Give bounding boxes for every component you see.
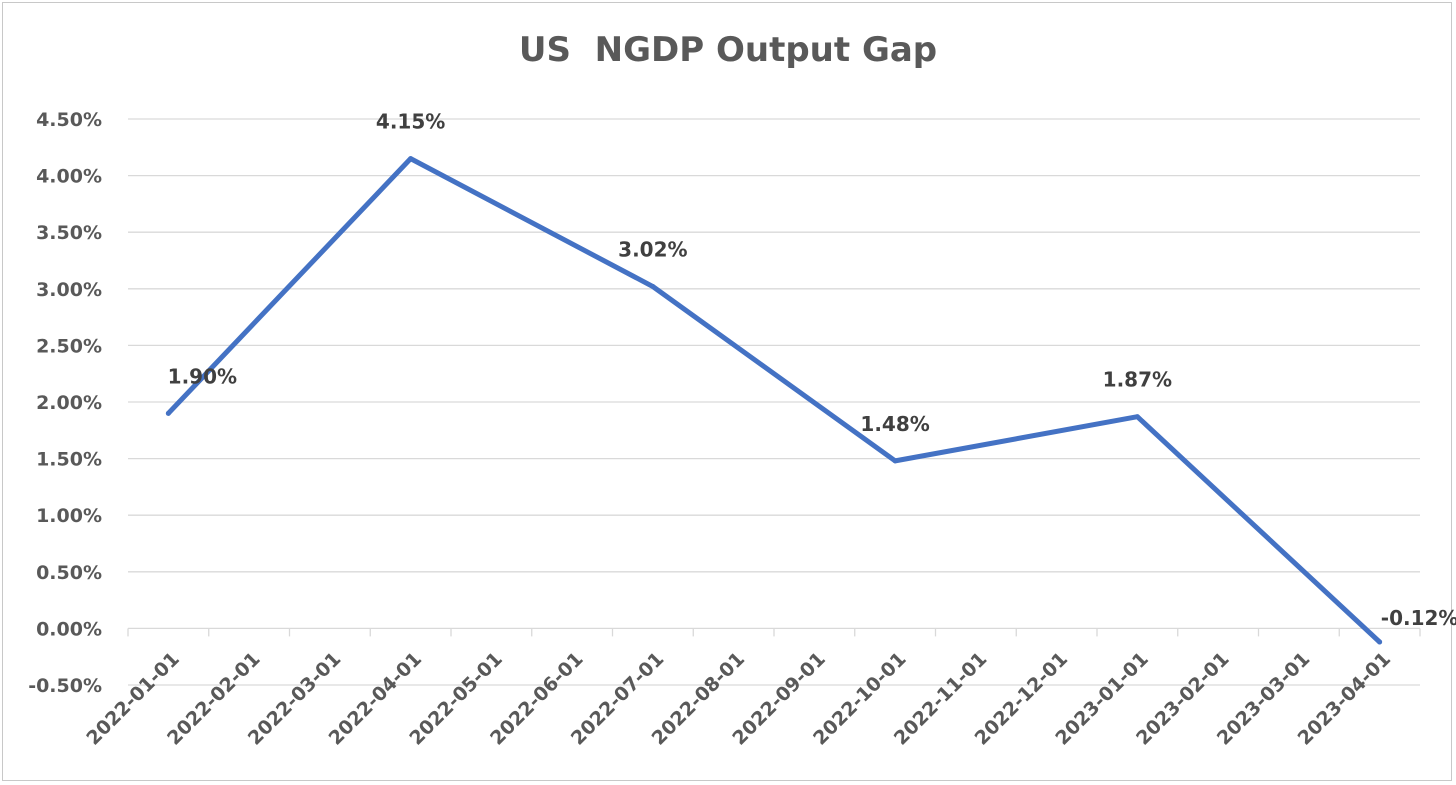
data-label: -0.12% xyxy=(1381,606,1456,630)
data-label: 3.02% xyxy=(618,238,687,262)
data-point xyxy=(1134,414,1140,420)
data-point xyxy=(165,410,171,416)
data-label: 4.15% xyxy=(376,110,445,134)
y-tick-label: 3.00% xyxy=(36,279,102,301)
y-tick-label: -0.50% xyxy=(28,675,102,697)
data-label: 1.48% xyxy=(860,412,929,436)
data-point xyxy=(1377,639,1383,645)
y-tick-label: 0.50% xyxy=(36,562,102,584)
series-line xyxy=(165,156,1383,645)
data-label: 1.90% xyxy=(168,364,237,388)
y-tick-label: 2.50% xyxy=(36,335,102,357)
y-tick-label: 1.50% xyxy=(36,449,102,471)
y-tick-label: 1.00% xyxy=(36,505,102,527)
data-point xyxy=(408,156,414,162)
data-point xyxy=(650,284,656,290)
data-label: 1.87% xyxy=(1103,368,1172,392)
y-tick-label: 4.00% xyxy=(36,166,102,188)
y-tick-label: 0.00% xyxy=(36,618,102,640)
y-tick-label: 3.50% xyxy=(36,222,102,244)
y-tick-label: 4.50% xyxy=(36,109,102,131)
y-tick-label: 2.00% xyxy=(36,392,102,414)
data-point xyxy=(892,458,898,464)
chart-title: US NGDP Output Gap xyxy=(518,30,938,70)
